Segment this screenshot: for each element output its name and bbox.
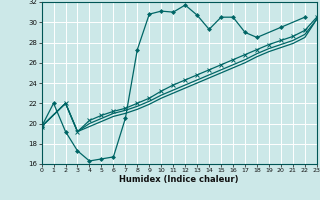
X-axis label: Humidex (Indice chaleur): Humidex (Indice chaleur) bbox=[119, 175, 239, 184]
